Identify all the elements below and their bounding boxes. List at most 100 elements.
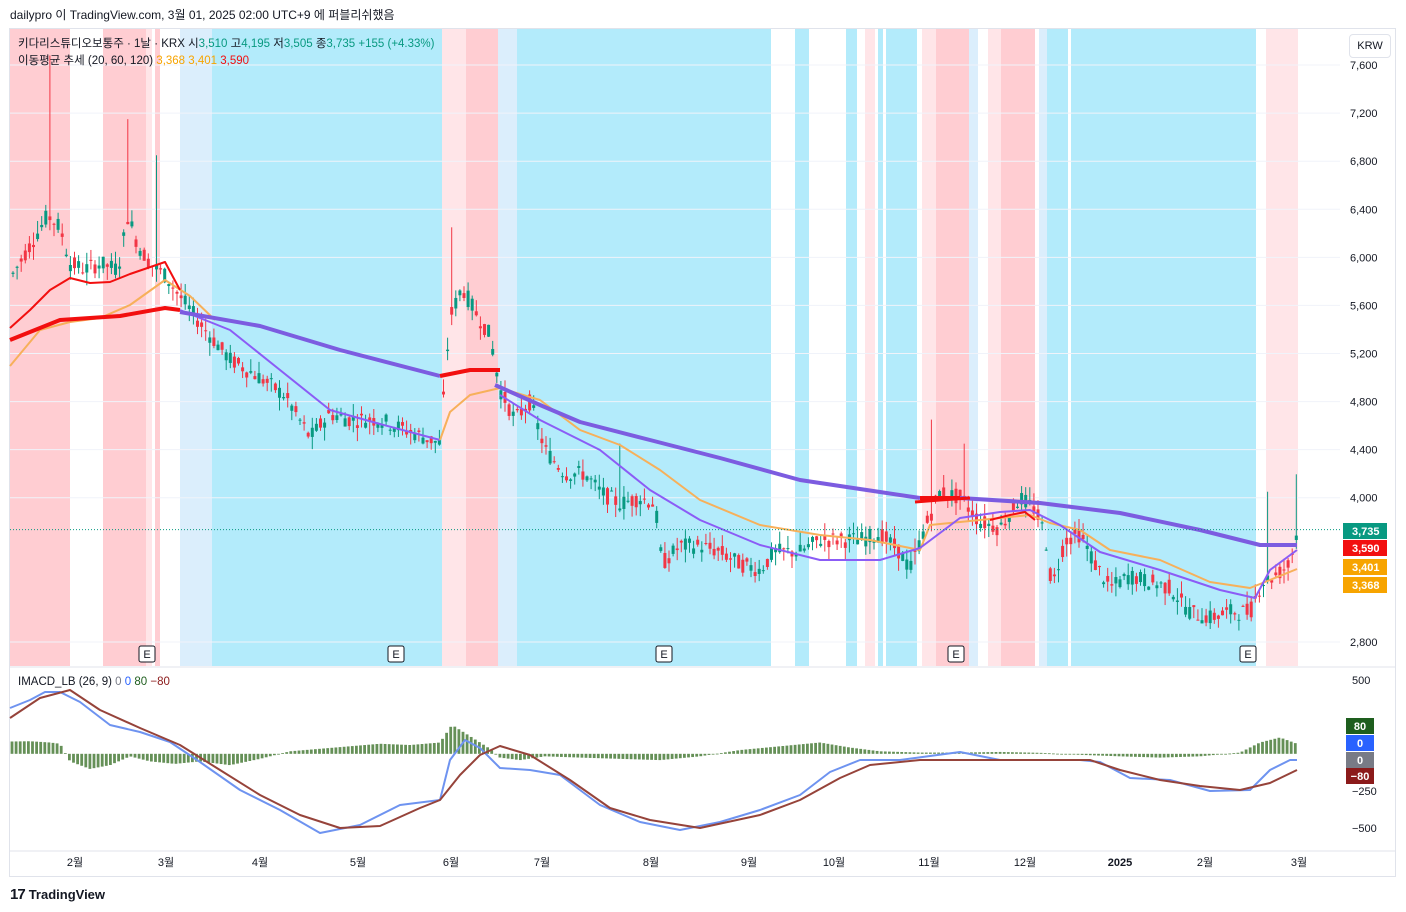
price-axis-label: 4,800	[1350, 397, 1378, 409]
macd-histogram-bar	[63, 753, 67, 754]
candle-body	[73, 257, 76, 269]
candle-body	[60, 233, 64, 237]
candle-body	[200, 322, 204, 327]
candle-body	[1278, 566, 1282, 579]
macd-histogram-bar	[1183, 753, 1186, 757]
macd-histogram-bar	[875, 750, 879, 754]
candle-body	[253, 376, 257, 380]
price-axis-label: 7,200	[1350, 108, 1378, 120]
candle-body	[589, 478, 593, 480]
candle-body	[1122, 574, 1126, 577]
candle-body	[720, 546, 724, 555]
macd-histogram-bar	[744, 749, 748, 754]
macd-histogram-bar	[31, 741, 34, 754]
candle-body	[306, 432, 310, 437]
candle-body	[368, 417, 372, 422]
tradingview-brand[interactable]: 17 TradingView	[10, 886, 105, 903]
candle-body	[208, 337, 212, 343]
candle-body	[15, 266, 19, 268]
candle-body	[286, 393, 290, 399]
macd-histogram-bar	[125, 753, 129, 758]
candle-body	[901, 552, 905, 561]
candle-body	[265, 378, 269, 383]
trend-zone	[517, 29, 771, 666]
candle-body	[40, 224, 44, 228]
symbol-name[interactable]: 키다리스튜디오보통주 · 1날 · KRX	[18, 38, 185, 50]
macd-histogram-bar	[68, 753, 71, 761]
candle-body	[831, 533, 835, 535]
macd-histogram-bar	[297, 750, 301, 754]
candle-body	[938, 491, 942, 499]
candle-body	[437, 440, 441, 445]
macd-histogram-bar	[519, 753, 522, 761]
candle-body	[56, 218, 60, 230]
macd-histogram-bar	[1121, 753, 1125, 757]
candle-body	[843, 542, 847, 548]
macd-histogram-bar	[268, 753, 272, 757]
candle-body	[597, 486, 601, 490]
macd-histogram-bar	[121, 753, 125, 760]
macd-histogram-bar	[719, 752, 723, 754]
macd-histogram-bar	[908, 752, 912, 754]
currency-button[interactable]: KRW	[1349, 34, 1391, 58]
trend-zone	[1071, 29, 1256, 666]
candle-body	[19, 258, 23, 262]
earnings-marker[interactable]: E	[947, 645, 965, 663]
imacd-value-2: 0	[124, 676, 132, 688]
earnings-marker[interactable]: E	[387, 645, 405, 663]
candle-body	[1208, 610, 1212, 624]
candle-body	[290, 405, 294, 411]
trend-zone	[878, 29, 883, 666]
macd-histogram-bar	[1154, 753, 1158, 758]
macd-histogram-bar	[473, 739, 477, 754]
macd-histogram-bar	[293, 750, 297, 754]
macd-histogram-bar	[59, 745, 63, 754]
candle-body	[614, 496, 618, 505]
macd-histogram-bar	[633, 753, 637, 760]
ma-title[interactable]: 이동평균 추세 (20, 60, 120)	[18, 55, 154, 67]
candle-body	[683, 538, 687, 550]
candle-body	[979, 523, 983, 529]
earnings-marker[interactable]: E	[655, 645, 673, 663]
earnings-marker[interactable]: E	[138, 645, 156, 663]
candle-body	[593, 479, 597, 483]
macd-histogram-bar	[1117, 753, 1121, 757]
candle-body	[241, 367, 245, 372]
macd-histogram-bar	[646, 753, 649, 760]
candle-body	[630, 496, 634, 506]
macd-histogram-bar	[1084, 753, 1088, 756]
candle-body	[97, 265, 101, 269]
macd-histogram-bar	[145, 753, 149, 761]
macd-histogram-bar	[748, 749, 752, 754]
candle-body	[659, 547, 663, 551]
candle-body	[470, 298, 474, 311]
macd-histogram-bar	[502, 753, 506, 759]
oscillator-axis-label: 500	[1352, 675, 1370, 687]
candle-body	[405, 430, 409, 435]
macd-histogram-bar	[892, 751, 895, 754]
earnings-marker[interactable]: E	[1239, 645, 1257, 663]
macd-histogram-bar	[863, 749, 867, 754]
symbol-legend: 키다리스튜디오보통주 · 1날 · KRX 시3,510 고4,195 저3,5…	[18, 35, 434, 51]
macd-histogram-bar	[1166, 753, 1170, 758]
macd-histogram-bar	[449, 726, 453, 754]
candle-body	[1237, 619, 1241, 621]
macd-histogram-bar	[252, 753, 256, 761]
candle-body	[638, 501, 642, 505]
macd-histogram-bar	[929, 752, 932, 754]
macd-histogram-bar	[1220, 753, 1223, 755]
macd-histogram-bar	[838, 745, 842, 754]
candle-body	[1057, 569, 1060, 571]
candle-body	[921, 531, 925, 539]
candle-body	[753, 572, 757, 577]
macd-histogram-bar	[711, 753, 715, 755]
macd-histogram-bar	[482, 744, 485, 754]
candle-body	[761, 570, 765, 572]
brand-label: TradingView	[28, 887, 106, 902]
candle-body	[343, 418, 347, 427]
candle-body	[1241, 605, 1245, 607]
imacd-title[interactable]: IMACD_LB (26, 9)	[18, 676, 112, 688]
time-axis-label: 12월	[1014, 856, 1036, 869]
candle-body	[987, 523, 991, 527]
